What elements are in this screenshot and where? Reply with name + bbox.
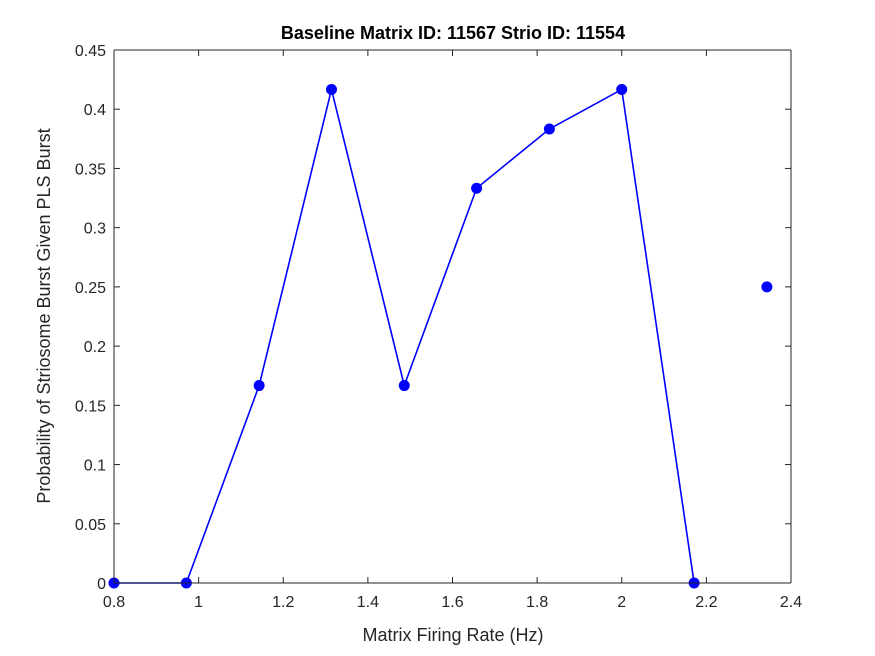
data-point xyxy=(761,281,773,293)
x-tick-label: 0.8 xyxy=(103,594,125,611)
y-tick-label: 0.15 xyxy=(75,398,106,415)
x-tick-label: 1.6 xyxy=(441,594,463,611)
x-tick-label: 2.2 xyxy=(695,594,717,611)
data-point xyxy=(398,380,410,392)
y-axis-label: Probability of Striosome Burst Given PLS… xyxy=(34,128,54,503)
data-point xyxy=(471,182,483,194)
x-tick-label: 1.8 xyxy=(526,594,548,611)
data-point xyxy=(543,123,555,135)
y-tick-label: 0.1 xyxy=(84,458,106,475)
y-tick-label: 0 xyxy=(97,576,106,593)
y-axis: 0 0.05 0.1 0.15 0.2 0.25 0.3 0.35 0.4 0.45 xyxy=(75,43,792,593)
y-tick-label: 0.45 xyxy=(75,43,106,60)
series-layer xyxy=(108,83,773,589)
y-tick-label: 0.4 xyxy=(84,102,106,119)
y-tick-label: 0.35 xyxy=(75,161,106,178)
x-tick-label: 1.4 xyxy=(357,594,379,611)
x-tick-label: 2.4 xyxy=(780,594,802,611)
x-tick-label: 1.2 xyxy=(272,594,294,611)
chart-title: Baseline Matrix ID: 11567 Strio ID: 1155… xyxy=(281,23,625,43)
y-tick-label: 0.2 xyxy=(84,339,106,356)
data-point xyxy=(253,380,265,392)
x-axis-label: Matrix Firing Rate (Hz) xyxy=(362,625,543,645)
y-tick-label: 0.3 xyxy=(84,221,106,238)
x-axis: 0.8 1 1.2 1.4 1.6 1.8 2 2.2 2.4 xyxy=(103,49,802,611)
data-point xyxy=(325,83,337,95)
data-point xyxy=(616,83,628,95)
y-tick-label: 0.25 xyxy=(75,280,106,297)
plot-area: 0.8 1 1.2 1.4 1.6 1.8 2 2.2 2.4 00.050.10.150.20… xyxy=(75,43,802,611)
x-tick-label: 2 xyxy=(617,594,626,611)
axes-box xyxy=(114,50,791,583)
x-tick-label: 1 xyxy=(194,594,203,611)
y-tick-label: 0.05 xyxy=(75,517,106,534)
